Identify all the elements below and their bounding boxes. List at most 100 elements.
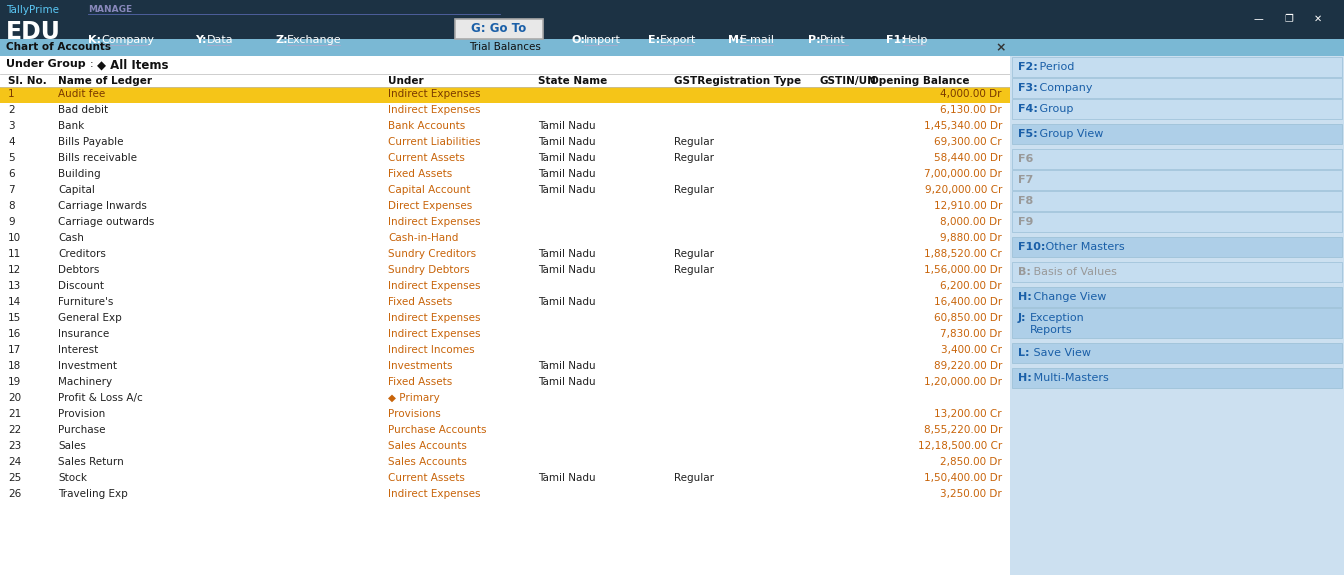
Text: 12,18,500.00 Cr: 12,18,500.00 Cr (918, 441, 1003, 451)
Text: 23: 23 (8, 441, 22, 451)
Text: Period: Period (1036, 62, 1074, 72)
Text: 7,830.00 Dr: 7,830.00 Dr (941, 329, 1003, 339)
Text: 6,200.00 Dr: 6,200.00 Dr (941, 281, 1003, 291)
Text: Purchase: Purchase (58, 425, 105, 435)
Text: 25: 25 (8, 473, 22, 483)
Text: 58,440.00 Dr: 58,440.00 Dr (934, 153, 1003, 163)
Text: Z:: Z: (276, 35, 288, 45)
Text: Indirect Expenses: Indirect Expenses (388, 89, 481, 99)
Text: Investment: Investment (58, 361, 117, 371)
Text: 9,880.00 Dr: 9,880.00 Dr (941, 233, 1003, 243)
Text: Indirect Incomes: Indirect Incomes (388, 345, 474, 355)
Text: Tamil Nadu: Tamil Nadu (538, 169, 595, 179)
Text: 4: 4 (8, 137, 15, 147)
Bar (1012, 308, 1343, 338)
Text: Data: Data (207, 35, 234, 45)
Text: Exception: Exception (1030, 313, 1085, 323)
Text: F2:: F2: (1017, 62, 1038, 72)
Text: Bad debit: Bad debit (58, 105, 108, 115)
Text: Current Assets: Current Assets (388, 473, 465, 483)
Text: Tamil Nadu: Tamil Nadu (538, 377, 595, 387)
Text: 8: 8 (8, 201, 15, 211)
Bar (1012, 191, 1343, 211)
Text: MANAGE: MANAGE (87, 5, 132, 14)
Text: 9,20,000.00 Cr: 9,20,000.00 Cr (925, 185, 1003, 195)
Text: P:: P: (808, 35, 821, 45)
Text: Sales Accounts: Sales Accounts (388, 457, 466, 467)
Text: F3:: F3: (1017, 83, 1038, 93)
Text: Cash-in-Hand: Cash-in-Hand (388, 233, 458, 243)
Text: Bills Payable: Bills Payable (58, 137, 124, 147)
Text: 13,200.00 Cr: 13,200.00 Cr (934, 409, 1003, 419)
Text: Basis of Values: Basis of Values (1030, 267, 1117, 277)
Text: 2: 2 (8, 105, 15, 115)
Text: Y:: Y: (195, 35, 207, 45)
Text: H:: H: (1017, 292, 1032, 302)
Text: Fixed Assets: Fixed Assets (388, 297, 452, 307)
Text: H:: H: (1017, 373, 1032, 383)
FancyBboxPatch shape (456, 19, 543, 39)
Text: Bills receivable: Bills receivable (58, 153, 137, 163)
Text: 15: 15 (8, 313, 22, 323)
Text: B:: B: (1017, 267, 1031, 277)
Text: 8,000.00 Dr: 8,000.00 Dr (941, 217, 1003, 227)
Bar (1012, 170, 1343, 190)
Text: F8: F8 (1017, 196, 1034, 206)
Text: Indirect Expenses: Indirect Expenses (388, 313, 481, 323)
Text: 1,88,520.00 Cr: 1,88,520.00 Cr (925, 249, 1003, 259)
Text: 12: 12 (8, 265, 22, 275)
Text: Fixed Assets: Fixed Assets (388, 169, 452, 179)
Text: 3,250.00 Dr: 3,250.00 Dr (941, 489, 1003, 499)
Text: ×: × (996, 41, 1007, 54)
Text: Regular: Regular (673, 185, 714, 195)
Text: Insurance: Insurance (58, 329, 109, 339)
Text: 3: 3 (8, 121, 15, 131)
Text: Sales: Sales (58, 441, 86, 451)
Text: Tamil Nadu: Tamil Nadu (538, 185, 595, 195)
Text: Indirect Expenses: Indirect Expenses (388, 329, 481, 339)
Text: Furniture's: Furniture's (58, 297, 113, 307)
Text: ✕: ✕ (1314, 14, 1322, 24)
Text: Under: Under (388, 76, 423, 86)
Text: Purchase Accounts: Purchase Accounts (388, 425, 487, 435)
Bar (1012, 78, 1343, 98)
Bar (1012, 99, 1343, 119)
Text: Chart of Accounts: Chart of Accounts (5, 43, 112, 52)
Text: Regular: Regular (673, 249, 714, 259)
Text: F10:: F10: (1017, 242, 1046, 252)
Text: Carriage Inwards: Carriage Inwards (58, 201, 146, 211)
Text: Provision: Provision (58, 409, 105, 419)
Text: 10: 10 (8, 233, 22, 243)
Text: L:: L: (1017, 348, 1030, 358)
Text: 24: 24 (8, 457, 22, 467)
Text: Tamil Nadu: Tamil Nadu (538, 153, 595, 163)
Text: Discount: Discount (58, 281, 103, 291)
Text: 20: 20 (8, 393, 22, 403)
Text: Indirect Expenses: Indirect Expenses (388, 489, 481, 499)
Text: Carriage outwards: Carriage outwards (58, 217, 155, 227)
Text: Direct Expenses: Direct Expenses (388, 201, 472, 211)
Text: Audit fee: Audit fee (58, 89, 105, 99)
Bar (1012, 368, 1343, 388)
Text: Building: Building (58, 169, 101, 179)
Bar (0, 87, 1009, 103)
Text: Tamil Nadu: Tamil Nadu (538, 249, 595, 259)
Text: Tamil Nadu: Tamil Nadu (538, 297, 595, 307)
Text: 1,45,340.00 Dr: 1,45,340.00 Dr (923, 121, 1003, 131)
Text: 89,220.00 Dr: 89,220.00 Dr (934, 361, 1003, 371)
Text: Indirect Expenses: Indirect Expenses (388, 281, 481, 291)
Text: Indirect Expenses: Indirect Expenses (388, 105, 481, 115)
Text: Regular: Regular (673, 153, 714, 163)
Text: 19: 19 (8, 377, 22, 387)
Text: Investments: Investments (388, 361, 453, 371)
Text: F4:: F4: (1017, 104, 1038, 114)
Text: 18: 18 (8, 361, 22, 371)
Text: F1:: F1: (886, 35, 906, 45)
Bar (1012, 343, 1343, 363)
Text: 21: 21 (8, 409, 22, 419)
Text: 1: 1 (8, 89, 15, 99)
Text: Tamil Nadu: Tamil Nadu (538, 121, 595, 131)
Text: 12,910.00 Dr: 12,910.00 Dr (934, 201, 1003, 211)
Text: 7: 7 (8, 185, 15, 195)
Text: Sundry Debtors: Sundry Debtors (388, 265, 469, 275)
